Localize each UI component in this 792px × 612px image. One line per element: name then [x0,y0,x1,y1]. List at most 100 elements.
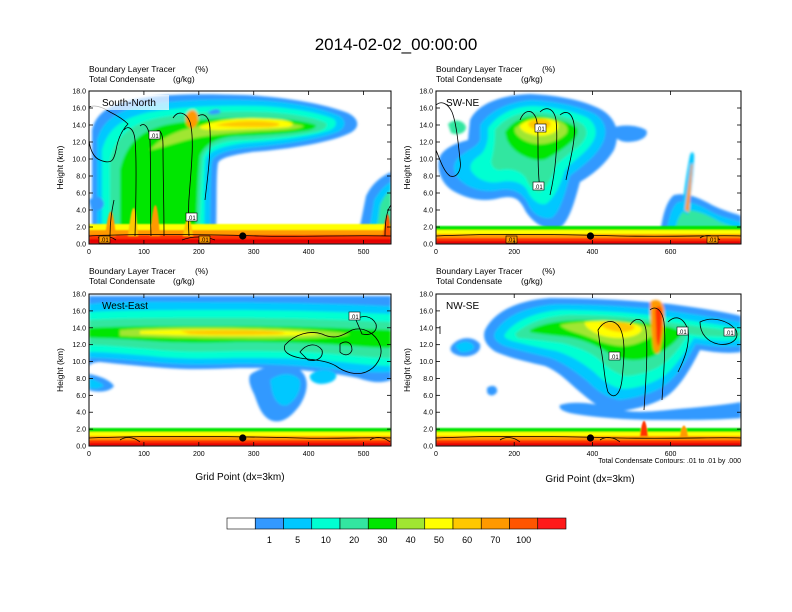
colorbar-level-label: 10 [321,535,331,545]
y-tick-label: 2.0 [423,225,433,232]
contour-label: .01 [725,331,734,337]
contour-label-group: .01 .01 .01 .01 [505,123,719,244]
x-tick-label: 400 [587,249,599,256]
colorbar-swatch [537,517,567,530]
x-tick-label: 400 [587,451,599,458]
x-tick-label: 300 [248,249,260,256]
y-tick-label: 12.0 [72,140,86,147]
heatmap-field: .01 .01 .01 .01 [89,91,391,244]
x-tick-label: 200 [508,249,520,256]
figure-title: 2014-02-02_00:00:00 [315,35,478,54]
panel-south-north: Boundary Layer Tracer Total Condensate (… [55,64,392,256]
y-tick-label: 16.0 [72,308,86,315]
colorbar: 1 5 10 20 30 40 50 60 70 100 [226,517,567,545]
y-tick-label: 12.0 [72,342,86,349]
y-tick-label: 8.0 [423,174,433,181]
x-tick-label: 600 [665,451,677,458]
heatmap-field: .01 .01 .01 .01 [436,91,741,244]
y-tick-label: 14.0 [419,325,433,332]
panel-subtitle-left-2: Total Condensate [89,74,155,84]
panel-subtitle-left-2: Total Condensate [436,276,502,286]
y-tick-label: 2.0 [76,427,86,434]
x-tick-label: 0 [87,249,91,256]
x-tick-label: 200 [193,249,205,256]
y-tick-label: 14.0 [419,123,433,130]
plot-frame [435,90,742,245]
plot-frame [88,90,392,245]
colorbar-level-label: 5 [295,535,300,545]
location-marker [586,434,595,442]
x-tick-label: 0 [87,451,91,458]
panel-subtitle-left-1: Boundary Layer Tracer [436,64,523,74]
axes: 0 200 400 600 0.0 2.0 4.0 6.0 8.0 10.0 12.0 14.0 16.… [402,292,741,458]
y-tick-label: 18.0 [419,89,433,96]
colorbar-level-label: 50 [434,535,444,545]
y-tick-label: 18.0 [72,292,86,299]
y-tick-label: 16.0 [419,106,433,113]
x-tick-label: 100 [138,451,150,458]
y-tick-label: 0.0 [423,444,433,451]
panel-subtitle-left-1: Boundary Layer Tracer [89,64,176,74]
panel-subtitle-left-2: Total Condensate [89,276,155,286]
x-tick-label: 0 [434,249,438,256]
panel-west-east: Boundary Layer Tracer Total Condensate (… [55,266,392,483]
colorbar-swatch [396,517,426,530]
plot-frame [88,293,392,447]
colorbar-level-label: 30 [377,535,387,545]
x-tick-label: 500 [358,451,370,458]
colorbar-swatch [452,517,482,530]
panel-label: SW-NE [446,98,479,109]
panel-label: NW-SE [446,301,479,312]
y-tick-label: 8.0 [76,376,86,383]
contour-label: .01 [610,355,619,361]
colorbar-level-label: 60 [462,535,472,545]
colorbar-swatch [283,517,313,530]
y-axis-label: Height (km) [402,348,412,392]
y-tick-label: 12.0 [419,342,433,349]
location-marker [586,232,595,240]
colorbar-swatch [480,517,510,530]
contour-info-footnote: Total Condensate Contours: .01 to .01 by… [598,458,741,465]
panel-subtitle-left-2: Total Condensate [436,74,502,84]
location-marker [239,434,247,442]
contour-label: .01 [350,315,359,321]
contour-label-group: .01 [348,311,361,321]
colorbar-level-label: 100 [516,535,531,545]
y-tick-label: 4.0 [76,208,86,215]
contour-label: .01 [536,127,545,133]
y-tick-label: 4.0 [76,410,86,417]
x-tick-label: 0 [434,451,438,458]
y-tick-label: 16.0 [72,106,86,113]
y-tick-label: 8.0 [423,376,433,383]
y-tick-label: 4.0 [423,410,433,417]
heatmap-field: .01 [89,294,391,446]
y-tick-label: 0.0 [76,242,86,249]
y-axis-label: Height (km) [402,145,412,189]
y-tick-label: 6.0 [423,191,433,198]
y-axis-label: Height (km) [55,348,65,392]
contour-label: .01 [200,238,209,244]
y-axis-label: Height (km) [55,145,65,189]
panel-subtitle-right-1: (%) [195,266,208,276]
colorbar-swatch [254,517,284,530]
contour-label-group: .01 .01 .01 .01 [98,130,211,244]
colorbar-swatch [509,517,539,530]
axes: 0 200 400 600 0.0 2.0 4.0 6.0 8.0 10.0 12.0 14.0 16.… [402,89,741,256]
x-tick-label: 400 [303,451,315,458]
contour-label: .01 [100,238,109,244]
panel-subtitle-left-1: Boundary Layer Tracer [89,266,176,276]
contour-label: .01 [534,185,543,191]
panel-sw-ne: Boundary Layer Tracer Total Condensate (… [402,64,742,256]
panel-subtitle-right-2: (g/kg) [521,74,543,84]
contour-label: .01 [187,216,196,222]
colorbar-level-label: 20 [349,535,359,545]
colorbar-swatch [311,517,341,530]
x-tick-label: 300 [248,451,260,458]
plot-frame [435,293,742,447]
y-tick-label: 2.0 [76,225,86,232]
colorbar-level-label: 40 [406,535,416,545]
panel-subtitle-right-1: (%) [542,266,555,276]
colorbar-swatch [367,517,397,530]
panel-subtitle-right-1: (%) [542,64,555,74]
